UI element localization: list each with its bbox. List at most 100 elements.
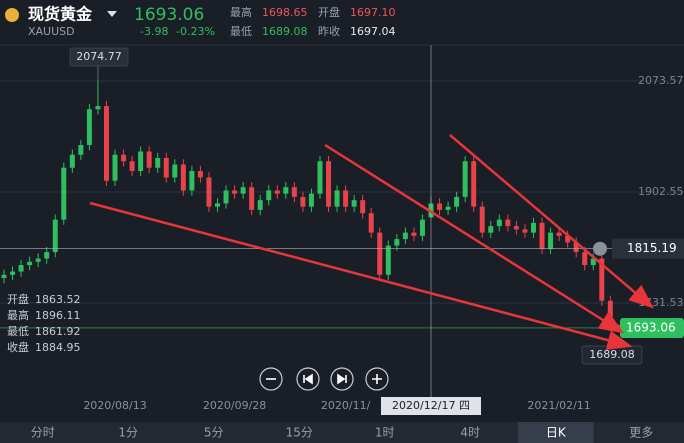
tab[interactable]: 分时 <box>31 426 55 440</box>
candle-body <box>582 252 588 266</box>
candle-body <box>385 245 391 275</box>
candle-body <box>249 187 255 210</box>
candle-body <box>548 232 554 249</box>
playback-icon <box>337 373 347 385</box>
info-label: 最低 <box>7 325 29 338</box>
dropdown[interactable] <box>107 11 117 17</box>
tab[interactable]: 1时 <box>375 426 395 440</box>
candle-body <box>513 226 519 230</box>
candle-body <box>197 170 203 178</box>
tab-bar-bg <box>0 422 684 443</box>
candle-body <box>78 145 84 155</box>
candle-body <box>607 300 613 317</box>
candle-body <box>471 161 477 207</box>
stat-value: 1697.04 <box>350 25 396 38</box>
x-tick-label: 2020/09/28 <box>203 399 266 412</box>
candle-body <box>488 226 494 233</box>
candle-body <box>377 232 383 275</box>
tab[interactable]: 1分 <box>118 426 138 440</box>
crosshair-date: 2020/12/17 四 <box>392 399 470 412</box>
candle-body <box>539 222 545 249</box>
candle-body <box>240 187 246 194</box>
info-label: 收盘 <box>7 340 29 354</box>
stat-label: 开盘 <box>318 5 340 19</box>
max-tag-box <box>69 47 129 67</box>
candle-body <box>103 106 109 181</box>
x-tick-label: 2020/11/ <box>321 399 371 412</box>
min-tag: 1689.08 <box>589 348 635 361</box>
candle-body <box>368 213 374 233</box>
candle-body <box>437 203 443 210</box>
alert-bell[interactable] <box>593 241 607 256</box>
price: 1693.06 <box>134 5 204 25</box>
candle-body <box>129 161 135 171</box>
info-value: 1863.52 <box>35 293 81 306</box>
candle-body <box>86 109 92 146</box>
candle-body <box>445 206 451 210</box>
candle-body <box>163 157 169 178</box>
instrument-name: 现货黄金 <box>28 5 93 24</box>
x-tick-label: 2020/08/13 <box>83 399 146 412</box>
tab[interactable]: 更多 <box>629 426 653 440</box>
trend-arrows <box>89 134 654 350</box>
tab[interactable]: 4时 <box>460 426 480 440</box>
playback-icon <box>303 373 313 385</box>
candle-body <box>35 258 41 262</box>
candle-body <box>1 274 7 279</box>
x-tick-label: 2021/02/11 <box>527 399 590 412</box>
candle-body <box>274 190 280 194</box>
candle-body <box>411 232 417 236</box>
candle-body <box>138 151 144 171</box>
candle-body <box>10 271 16 275</box>
active-tab-bg <box>518 422 594 443</box>
info-value: 1861.92 <box>35 325 81 338</box>
candle-body <box>112 154 118 181</box>
tab-bar: 分时 1分 5分 15分 1时 4时 日K 更多 <box>0 422 684 443</box>
stat-value: 1689.08 <box>262 25 308 38</box>
candle-body <box>496 219 502 227</box>
crosshair-price: 1815.19 <box>627 241 677 255</box>
stat-value: 1698.65 <box>262 6 308 19</box>
candle-body <box>257 200 263 210</box>
stat-label: 最低 <box>230 25 252 38</box>
candle-body <box>317 161 323 194</box>
playback-icon <box>372 374 382 384</box>
last-price-tag: 1693.06 <box>626 320 676 334</box>
candle-body <box>18 265 24 272</box>
candle-body <box>454 196 460 207</box>
tab[interactable]: 15分 <box>286 426 313 440</box>
tab[interactable]: 日K <box>546 426 567 440</box>
candle-body <box>61 167 67 220</box>
info-value: 1884.95 <box>35 341 81 354</box>
candle-body <box>172 164 178 178</box>
candle-body <box>232 190 238 194</box>
candle-body <box>300 196 306 207</box>
candle-body <box>530 222 536 233</box>
header: 现货黄金 XAUUSD 1693.06 -3.98 -0.23% 最高 1698.… <box>5 5 396 38</box>
candle-body <box>556 232 562 236</box>
candle-body <box>522 229 528 233</box>
candle-body <box>505 219 511 227</box>
candle-body <box>189 170 195 191</box>
candle-body <box>565 235 571 243</box>
candle-body <box>180 164 186 191</box>
candle-body <box>146 151 152 168</box>
candle-body <box>419 219 425 236</box>
candle-body <box>44 252 50 259</box>
candle-body <box>308 193 314 207</box>
candle-body <box>334 190 340 207</box>
candle-body <box>394 239 400 246</box>
candle-body <box>215 203 220 207</box>
candle-body <box>590 258 596 266</box>
crosshair-date-box <box>381 397 481 415</box>
change: -3.98 <box>140 25 168 38</box>
arrow <box>89 201 633 350</box>
info-label: 最高 <box>7 308 29 322</box>
candle-body <box>360 200 366 214</box>
candle-body <box>573 242 579 253</box>
candle-body <box>599 258 605 301</box>
gold-icon <box>5 8 19 22</box>
tab[interactable]: 5分 <box>204 426 224 440</box>
candle-body <box>155 157 161 168</box>
